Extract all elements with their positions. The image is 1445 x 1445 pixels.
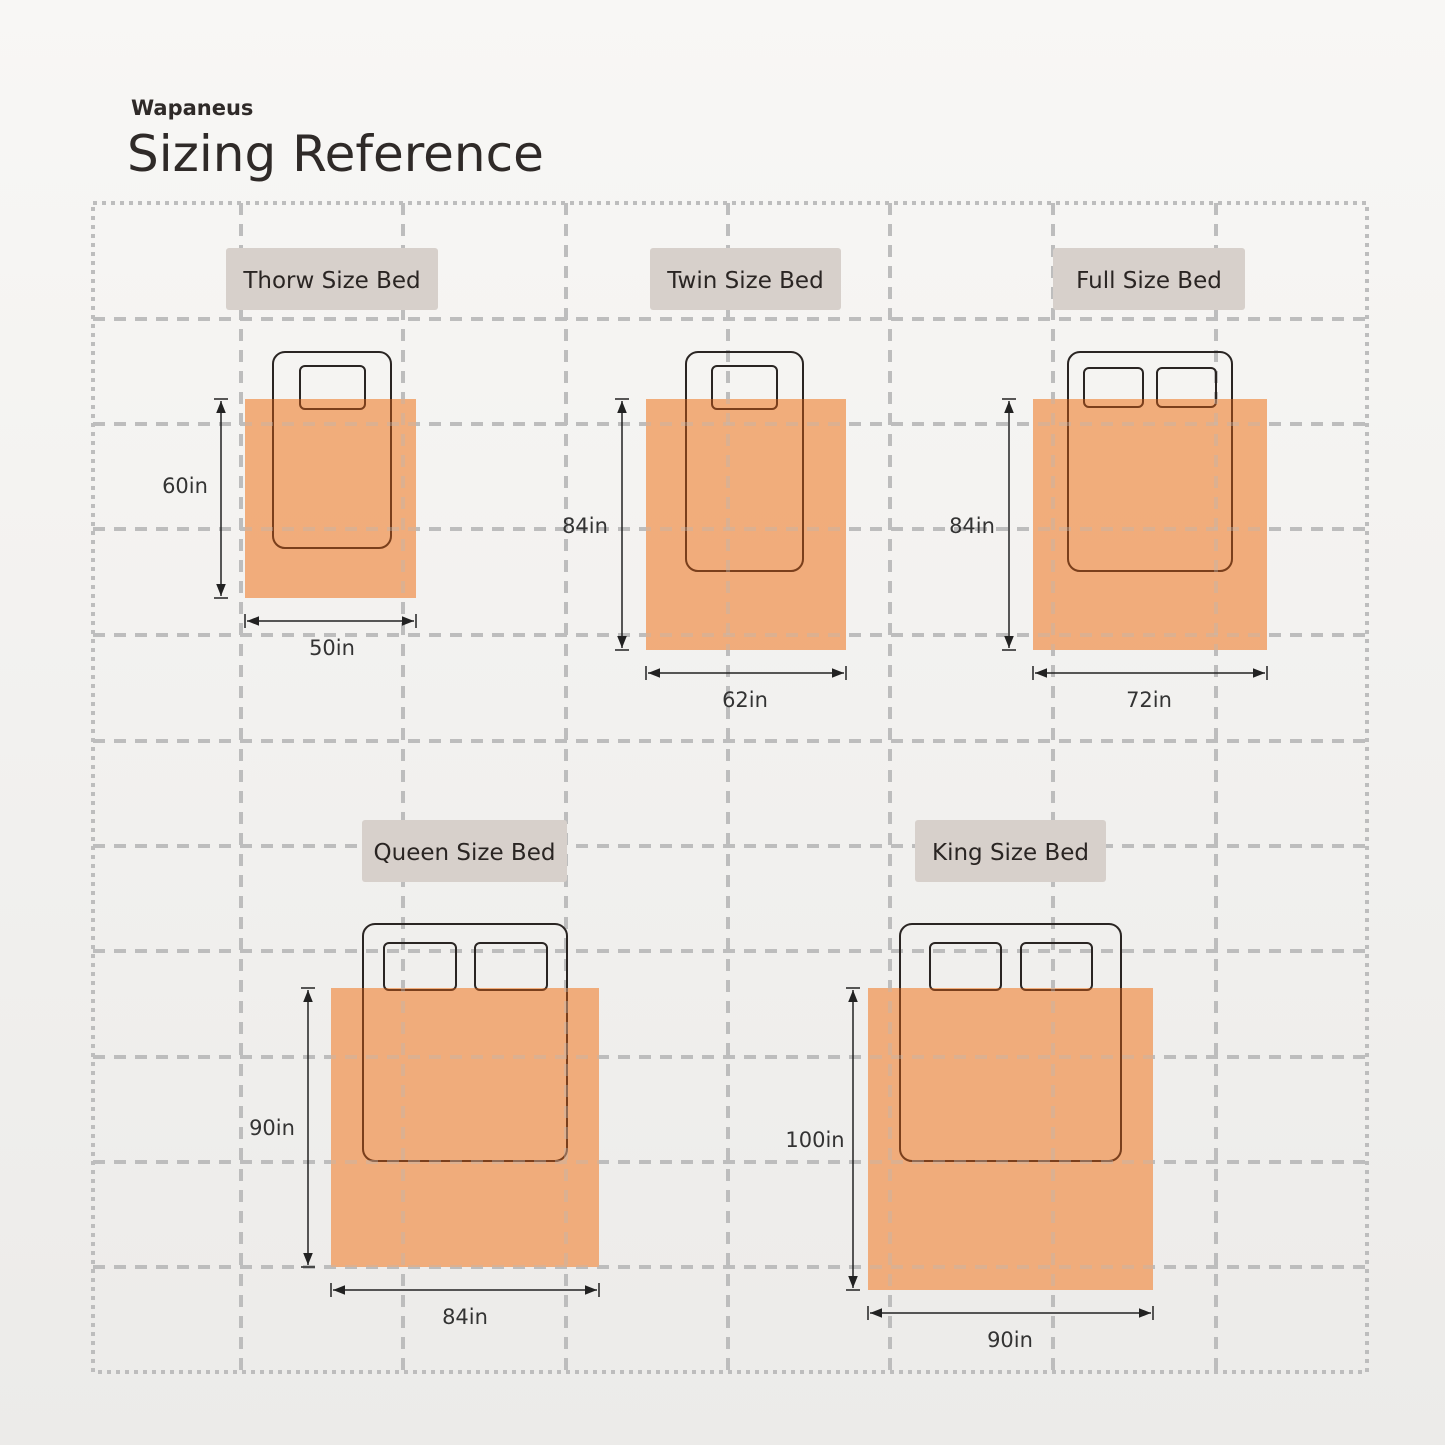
grid-over-blanket bbox=[646, 399, 846, 650]
bed-frame-outline bbox=[362, 988, 568, 1162]
frame-over-blanket bbox=[685, 399, 804, 572]
pillow-outline bbox=[1083, 399, 1144, 408]
bed-label: Queen Size Bed bbox=[374, 840, 556, 866]
bed-frame-outline bbox=[685, 399, 804, 572]
blanket-rug bbox=[1033, 399, 1267, 650]
grid-over-blanket bbox=[245, 399, 416, 598]
pillow-outline bbox=[1156, 399, 1217, 408]
width-label: 62in bbox=[722, 688, 768, 712]
bed-label-box bbox=[915, 820, 1106, 882]
length-label: 60in bbox=[162, 474, 208, 498]
pillow-outline bbox=[383, 988, 457, 991]
bed-label: Twin Size Bed bbox=[666, 268, 823, 294]
bed-label: Full Size Bed bbox=[1076, 268, 1222, 294]
brand-name: Wapaneus bbox=[131, 96, 253, 120]
grid-over-blanket bbox=[868, 988, 1153, 1290]
length-label: 90in bbox=[249, 1116, 295, 1140]
grid-overlay bbox=[245, 399, 1267, 1290]
grid-over-blanket bbox=[1033, 399, 1267, 650]
dashed-grid bbox=[91, 201, 1369, 1374]
frame-over-blanket bbox=[1067, 399, 1233, 572]
bed-diagram-full-size-bed: Full Size Bed 84in 72in bbox=[949, 248, 1268, 712]
pillow-outline bbox=[299, 399, 366, 410]
bed-label-box bbox=[362, 820, 567, 882]
bed-label-box bbox=[1053, 248, 1245, 310]
bed-label: King Size Bed bbox=[932, 840, 1089, 866]
blanket-rug bbox=[331, 988, 599, 1267]
bed-diagram-thorw-size-bed: Thorw Size Bed 60in 50in bbox=[162, 248, 438, 660]
bed-diagram-twin-size-bed: Twin Size Bed 84in 62in bbox=[562, 248, 847, 712]
frame-over-blanket bbox=[362, 988, 568, 1162]
pillow-outline bbox=[1020, 988, 1093, 991]
frame-over-blanket bbox=[899, 988, 1122, 1162]
pillow-outline bbox=[474, 988, 548, 991]
grid-border bbox=[91, 201, 1369, 1374]
blanket-rug bbox=[646, 399, 846, 650]
bed-label-box bbox=[650, 248, 841, 310]
pillow-outline bbox=[929, 988, 1002, 991]
page-title: Sizing Reference bbox=[127, 125, 544, 183]
bed-frame-outline bbox=[899, 988, 1122, 1162]
bed-label: Thorw Size Bed bbox=[242, 268, 420, 294]
width-label: 84in bbox=[442, 1305, 488, 1329]
width-label: 50in bbox=[309, 636, 355, 660]
bed-diagram-king-size-bed: King Size Bed 100in 90in bbox=[785, 820, 1154, 1352]
bed-diagram-queen-size-bed: Queen Size Bed 90in 84in bbox=[249, 820, 600, 1329]
grid-over-blanket bbox=[331, 988, 599, 1267]
length-label: 84in bbox=[562, 514, 608, 538]
width-label: 90in bbox=[987, 1328, 1033, 1352]
pillow-outline bbox=[711, 399, 778, 410]
blanket-rug bbox=[868, 988, 1153, 1290]
bed-frame-outline bbox=[1067, 399, 1233, 572]
bed-label-box bbox=[226, 248, 438, 310]
width-label: 72in bbox=[1126, 688, 1172, 712]
frame-over-blanket bbox=[272, 399, 392, 549]
length-label: 84in bbox=[949, 514, 995, 538]
bed-frame-outline bbox=[272, 399, 392, 549]
length-label: 100in bbox=[785, 1128, 844, 1152]
